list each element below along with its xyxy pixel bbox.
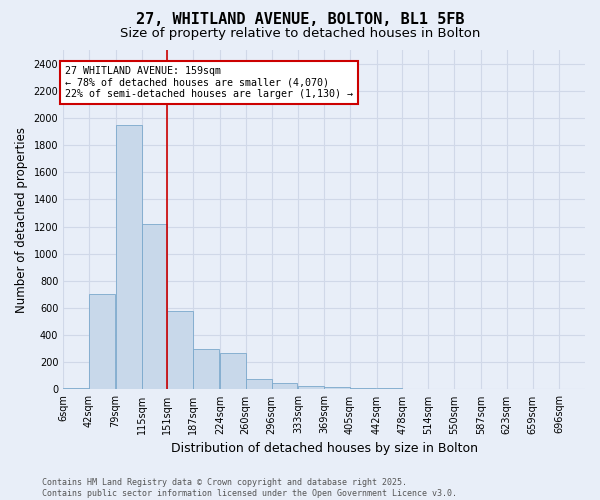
Y-axis label: Number of detached properties: Number of detached properties bbox=[15, 126, 28, 312]
Text: Contains HM Land Registry data © Crown copyright and database right 2025.
Contai: Contains HM Land Registry data © Crown c… bbox=[42, 478, 457, 498]
X-axis label: Distribution of detached houses by size in Bolton: Distribution of detached houses by size … bbox=[170, 442, 478, 455]
Bar bbox=[220, 353, 246, 390]
Bar bbox=[116, 124, 142, 390]
Bar bbox=[403, 389, 428, 390]
Text: 27, WHITLAND AVENUE, BOLTON, BL1 5FB: 27, WHITLAND AVENUE, BOLTON, BL1 5FB bbox=[136, 12, 464, 28]
Bar bbox=[63, 388, 89, 390]
Bar bbox=[246, 379, 272, 390]
Bar bbox=[350, 388, 376, 390]
Bar bbox=[142, 224, 167, 390]
Bar bbox=[377, 388, 403, 390]
Text: Size of property relative to detached houses in Bolton: Size of property relative to detached ho… bbox=[120, 28, 480, 40]
Text: 27 WHITLAND AVENUE: 159sqm
← 78% of detached houses are smaller (4,070)
22% of s: 27 WHITLAND AVENUE: 159sqm ← 78% of deta… bbox=[65, 66, 353, 100]
Bar bbox=[298, 386, 324, 390]
Bar bbox=[324, 387, 350, 390]
Bar bbox=[167, 310, 193, 390]
Bar bbox=[272, 384, 298, 390]
Bar bbox=[193, 348, 219, 390]
Bar bbox=[89, 294, 115, 390]
